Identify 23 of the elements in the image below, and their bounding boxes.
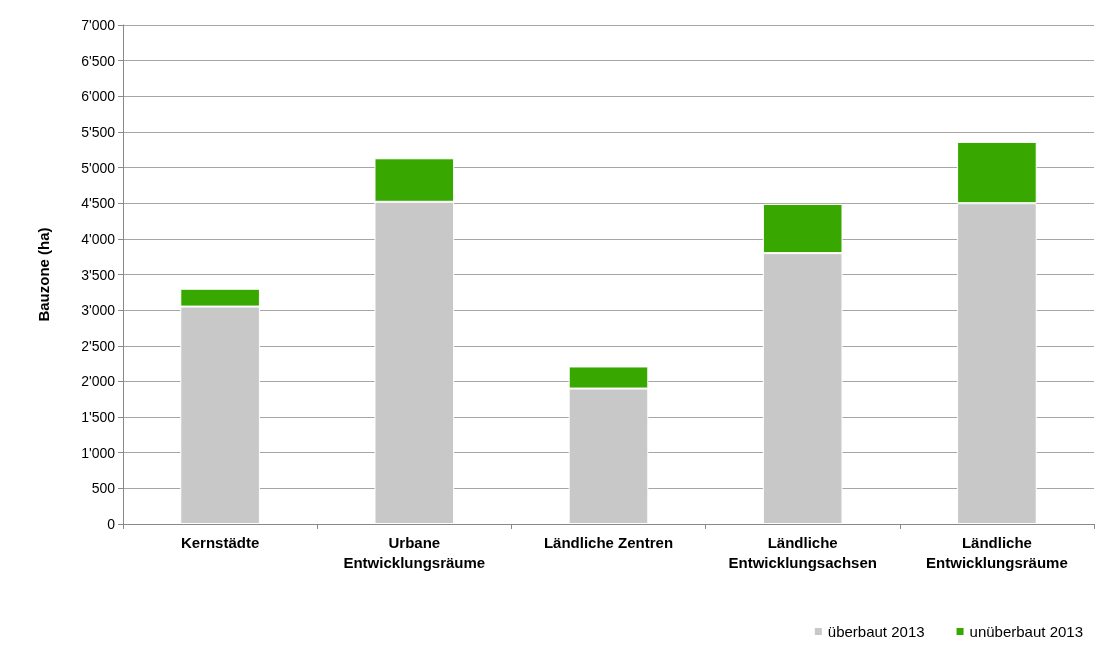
y-tick-label: 2'500 — [81, 337, 116, 354]
y-tick-label: 0 — [107, 516, 116, 532]
y-tick-label: 1'000 — [81, 444, 116, 461]
x-tick-label: Ländliche Entwicklungsachsen — [728, 533, 877, 571]
y-tick-label: 4'000 — [81, 230, 116, 247]
x-tick-label: Urbane Entwicklungsräume — [343, 533, 486, 571]
y-tick-label: 500 — [91, 480, 116, 497]
y-tick-label: 5'000 — [81, 159, 116, 176]
y-tick-label: 5'500 — [81, 123, 116, 140]
y-axis-title: Bauzone (ha) — [35, 227, 52, 322]
y-tick-label: 3'500 — [81, 266, 116, 283]
legend-label: unüberbaut 2013 — [969, 623, 1083, 640]
legend-label: überbaut 2013 — [827, 623, 925, 640]
y-tick-label: 6'000 — [81, 88, 116, 105]
y-tick-label: 1'500 — [81, 409, 116, 426]
y-tick-label: 3'000 — [81, 302, 116, 319]
y-tick-label: 2'000 — [81, 373, 116, 390]
x-tick-label: Ländliche Entwicklungsräume — [926, 533, 1068, 571]
x-tick-label: Kernstädte — [180, 533, 260, 551]
y-tick-label: 7'000 — [81, 17, 116, 33]
y-tick-label: 6'500 — [81, 52, 116, 69]
y-tick-label: 4'500 — [81, 195, 116, 212]
x-tick-label: Ländliche Zentren — [543, 533, 674, 551]
